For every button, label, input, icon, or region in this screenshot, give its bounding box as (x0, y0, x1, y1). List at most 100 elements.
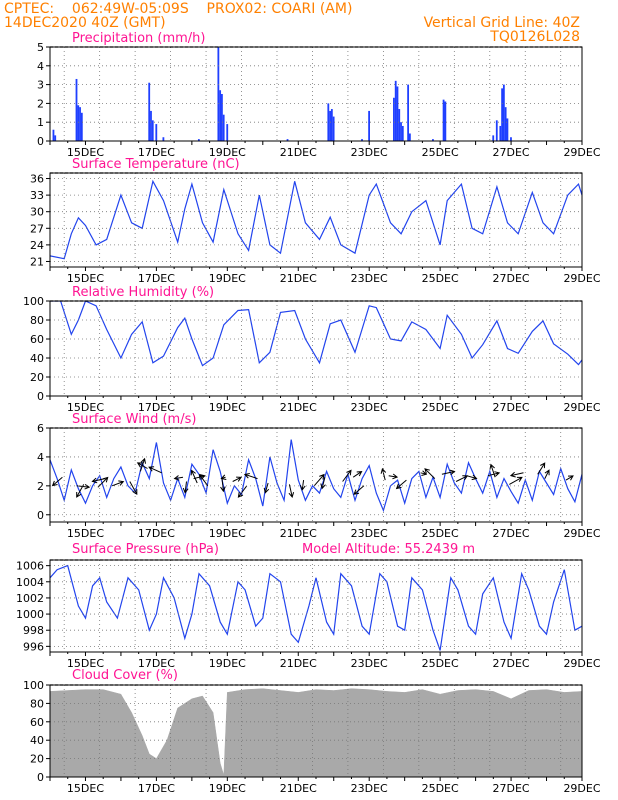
x-tick-label: 21DEC (280, 657, 317, 670)
precip-bar (394, 80, 397, 141)
x-tick-label: 17DEC (138, 657, 175, 670)
wind-vector (129, 481, 138, 496)
y-tick-label: 0 (37, 390, 44, 403)
panel-frame (49, 559, 583, 653)
x-tick-label: 19DEC (209, 272, 246, 285)
wind-vector (509, 476, 523, 485)
x-tick-label: 15DEC (67, 657, 104, 670)
y-tick-label: 27 (30, 222, 44, 235)
x-tick-label: 21DEC (280, 401, 317, 414)
precip-bar (408, 133, 411, 141)
y-tick-label: 36 (30, 173, 44, 186)
precip-bar (396, 86, 399, 141)
precip-bar (398, 109, 401, 141)
y-tick-label: 33 (30, 189, 44, 202)
x-tick-label: 15DEC (67, 146, 104, 159)
precip-bar (501, 88, 503, 141)
precip-bar (407, 84, 410, 141)
y-tick-label: 60 (30, 716, 44, 729)
y-tick-label: 0 (37, 509, 44, 522)
panel-annotation: Model Altitude: 55.2439 m (302, 542, 475, 557)
y-tick-label: 1006 (16, 560, 44, 573)
precip-bar (393, 97, 395, 141)
header-grid-note: Vertical Grid Line: 40Z (423, 15, 580, 31)
wind-vector (388, 473, 399, 480)
y-tick-label: 80 (30, 697, 44, 710)
precip-bar (52, 129, 55, 141)
x-tick-label: 23DEC (351, 401, 388, 414)
y-tick-label: 1 (37, 116, 44, 129)
panel-title: Surface Pressure (hPa) (72, 542, 219, 557)
panel-title: Precipitation (mm/h) (72, 31, 205, 46)
x-tick-label: 17DEC (138, 401, 175, 414)
wind-vector (544, 469, 550, 479)
precip-bar (506, 118, 509, 141)
y-tick-label: 996 (23, 640, 44, 653)
x-tick-label: 15DEC (67, 272, 104, 285)
precip-bar (75, 78, 78, 141)
wind-vector (342, 469, 352, 482)
x-tick-label: 25DEC (422, 782, 459, 795)
precip-bar (361, 139, 363, 141)
x-tick-label: 25DEC (422, 272, 459, 285)
precip-bar (504, 107, 507, 141)
precip-bar (217, 47, 220, 141)
precip-bar (401, 125, 404, 141)
wind-vector (136, 462, 148, 469)
x-tick-label: 19DEC (209, 782, 246, 795)
x-tick-label: 25DEC (422, 657, 459, 670)
precip-bar (155, 124, 158, 141)
header-line1: CPTEC: 062:49W-05:09S PROX02: COARI (AM) (4, 1, 353, 17)
plot-area (50, 564, 582, 651)
x-tick-label: 15DEC (67, 401, 104, 414)
cloud-cover-area (50, 688, 582, 777)
x-tick-label: 15DEC (67, 782, 104, 795)
panel-2: Surface Temperature (nC) 21 24 27 30 33 36 15DE… (30, 157, 601, 285)
wind-vector (487, 471, 501, 477)
panel-title: Surface Temperature (nC) (72, 157, 240, 172)
y-tick-label: 21 (30, 255, 44, 268)
y-tick-label: 1000 (16, 608, 44, 621)
plot-area (50, 439, 582, 513)
panel-frame (49, 300, 583, 397)
x-tick-label: 23DEC (351, 527, 388, 540)
wind-vector (198, 473, 209, 487)
wind-vector (424, 468, 436, 479)
wind-vector (288, 484, 295, 499)
x-tick-label: 17DEC (138, 782, 175, 795)
wind-vector (232, 476, 243, 482)
precip-bar (222, 114, 225, 141)
wind-vector (220, 474, 227, 480)
x-tick-label: 29DEC (563, 146, 600, 159)
y-tick-label: 2 (37, 480, 44, 493)
precip-bar (197, 139, 200, 141)
panel-title: Cloud Cover (%) (72, 668, 178, 683)
wind-vector (565, 475, 574, 481)
x-tick-label: 15DEC (67, 527, 104, 540)
precip-bar (80, 112, 83, 141)
panel-1: Precipitation (mm/h) 0 1 2 3 4 5 15DEC 17DEC 19DE… (37, 31, 601, 159)
y-tick-label: 20 (30, 371, 44, 384)
y-tick-label: 80 (30, 314, 44, 327)
wind-vector (353, 485, 365, 495)
y-tick-label: 2 (37, 97, 44, 110)
y-tick-label: 998 (23, 624, 44, 637)
x-tick-label: 27DEC (493, 657, 530, 670)
wind-vector (190, 469, 198, 484)
x-tick-label: 19DEC (209, 401, 246, 414)
plot-area (50, 301, 582, 367)
precip-bar (510, 137, 512, 141)
y-tick-label: 5 (37, 41, 44, 54)
precip-bar (502, 84, 505, 141)
y-tick-label: 1004 (16, 576, 44, 589)
y-tick-label: 40 (30, 734, 44, 747)
plot-area (50, 688, 582, 777)
wind-vector (51, 476, 63, 487)
x-tick-label: 19DEC (209, 527, 246, 540)
precip-bar (219, 90, 222, 141)
y-tick-label: 4 (37, 451, 44, 464)
x-tick-label: 25DEC (422, 146, 459, 159)
precip-bar (444, 101, 447, 141)
precip-bar (368, 110, 370, 141)
